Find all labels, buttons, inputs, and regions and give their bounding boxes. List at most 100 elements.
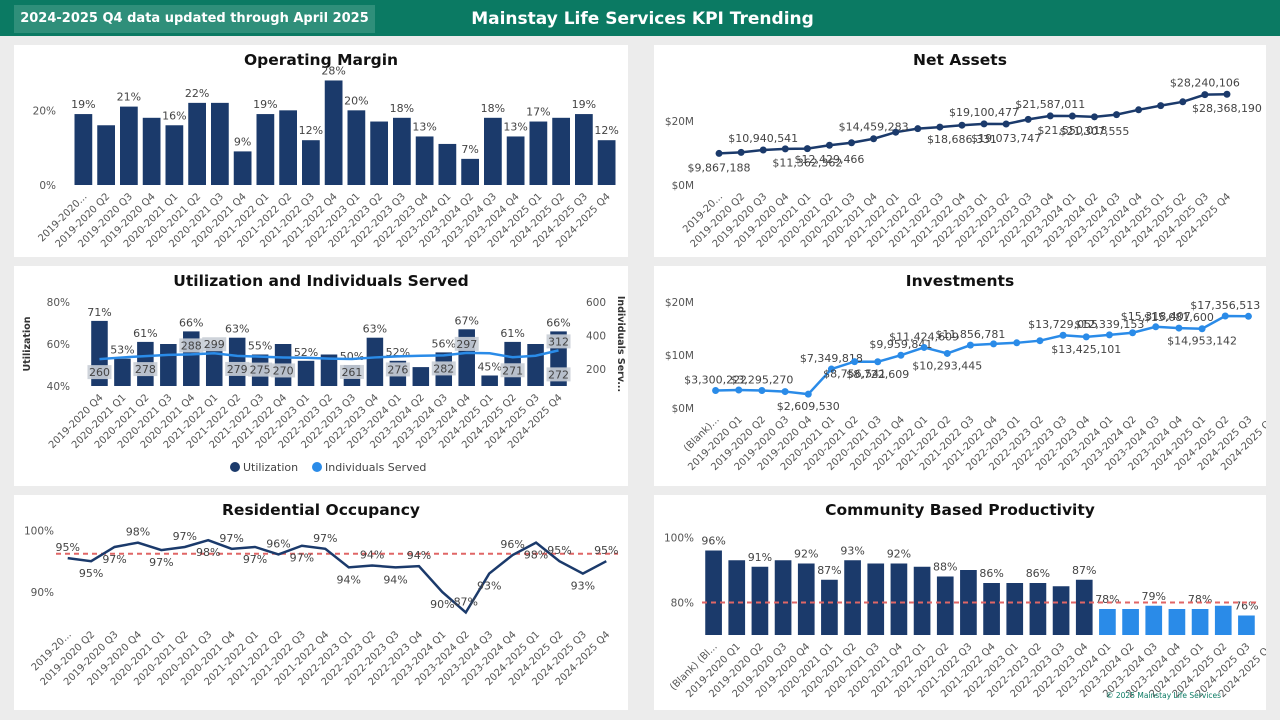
data-label: 279 [227, 363, 248, 376]
legend-marker-utilization [230, 462, 240, 472]
data-label: 260 [89, 366, 110, 379]
data-label-bg [385, 362, 410, 377]
y-tick-label: 600 [586, 297, 606, 309]
data-label: $3,295,270 [730, 374, 793, 387]
data-label: $13,729,055 [1028, 318, 1098, 331]
data-label: $8,756,541 [823, 368, 886, 381]
data-label: 67% [454, 314, 478, 327]
data-point [874, 358, 882, 366]
bar [913, 566, 931, 635]
data-label: 50% [340, 350, 364, 363]
data-label: 94% [407, 549, 431, 562]
data-point [1179, 98, 1187, 106]
data-label: 91% [748, 551, 772, 564]
bar [527, 344, 544, 386]
data-label: $28,240,106 [1170, 77, 1240, 90]
data-label: 94% [336, 573, 360, 586]
utilization-chart: 40% 60% 80% 200 400 600 Utilization Individuals… [22, 296, 626, 474]
data-label: $15,081,600 [1144, 311, 1214, 324]
data-point [759, 146, 767, 154]
operating-margin-panel: Operating Margin 0% 20% 19% 21% 16% 22% 9% 19% 1… [14, 45, 628, 257]
data-label: 97% [243, 553, 267, 566]
data-label-bg [248, 362, 273, 377]
data-point [803, 145, 811, 153]
bar [211, 102, 229, 185]
data-point [1157, 102, 1165, 110]
data-label: 96% [266, 537, 290, 550]
residential-occupancy-panel: Residential Occupancy 90% 100% 95% 95% 97% 98… [14, 495, 628, 710]
data-label-bg [271, 363, 296, 378]
data-point [781, 388, 789, 396]
y-tick-label: $20M [665, 297, 694, 309]
community-productivity-panel: Community Based Productivity 80% 100% 96% 9… [654, 495, 1266, 710]
y-tick-label: $0M [672, 180, 694, 192]
y-tick-label: 20% [33, 105, 56, 117]
bar [1099, 609, 1116, 635]
bar [366, 337, 384, 386]
data-label: 18% [390, 102, 414, 115]
y-tick-label: 60% [47, 339, 70, 351]
bar [597, 140, 616, 185]
data-label: 87% [817, 564, 841, 577]
data-label: 97% [149, 556, 173, 569]
operating-margin-chart: 0% 20% 19% 21% 16% 22% 9% 19% 12% 28% 20% 18% 13% 7% 1… [33, 64, 619, 250]
legend-label-utilization: Utilization [243, 461, 298, 474]
data-label: 55% [248, 340, 272, 353]
utilization-panel: Utilization and Individuals Served 40% 60… [14, 266, 628, 486]
data-point [825, 141, 833, 149]
community-productivity-title: Community Based Productivity [825, 501, 1095, 519]
data-label: 95% [55, 541, 79, 554]
data-label: 275 [250, 364, 271, 377]
data-point [870, 135, 878, 143]
data-label: 66% [179, 316, 203, 329]
data-label: 18% [481, 102, 505, 115]
data-label: 86% [1026, 567, 1050, 580]
data-label: 56% [432, 337, 456, 350]
net-assets-chart: $0M$20M$9,867,188$10,940,541$11,362,362$… [665, 77, 1262, 250]
residential-occupancy-chart: 90%100%95%95%97%98%97%97%98%97%97%96%97%… [24, 525, 619, 688]
investments-title: Investments [905, 272, 1015, 290]
y-tick-label: $20M [665, 116, 694, 128]
bar [320, 354, 338, 386]
data-label: $2,609,530 [777, 400, 840, 413]
data-label: 276 [387, 363, 408, 376]
data-point [735, 386, 743, 394]
data-point [848, 139, 856, 147]
data-point [958, 121, 966, 129]
data-label: $11,362,362 [772, 157, 842, 170]
y-tick-label: 0% [39, 180, 56, 192]
bar [256, 114, 275, 185]
y-tick-label: 100% [664, 533, 694, 545]
bar [481, 375, 498, 386]
data-point [1244, 312, 1252, 320]
data-point [1129, 329, 1137, 337]
data-label-bg [133, 362, 158, 377]
data-point [1013, 339, 1021, 347]
data-label: 312 [548, 335, 569, 348]
data-label: 96% [500, 538, 524, 551]
data-label: 13% [503, 120, 527, 133]
bar [438, 143, 457, 185]
data-label-bg [500, 363, 525, 378]
data-point [943, 349, 951, 357]
bar [821, 579, 838, 635]
data-label: $9,959,841 [869, 338, 932, 351]
data-label: $19,073,747 [971, 132, 1041, 145]
data-label: 97% [102, 553, 126, 566]
data-label: 90% [430, 598, 454, 611]
utilization-title: Utilization and Individuals Served [173, 272, 469, 290]
data-point [920, 343, 928, 351]
data-label: 92% [794, 548, 818, 561]
data-label: 19% [572, 98, 596, 111]
data-label: 95% [79, 567, 103, 580]
bar [1168, 609, 1186, 635]
data-point [1175, 324, 1183, 332]
data-point [897, 351, 905, 359]
bar [1191, 609, 1209, 635]
data-label: 93% [477, 580, 501, 593]
data-label: 17% [526, 106, 550, 119]
data-label: 63% [225, 323, 249, 336]
data-label: 88% [933, 561, 957, 574]
bar [705, 550, 722, 635]
data-point [1082, 333, 1090, 341]
